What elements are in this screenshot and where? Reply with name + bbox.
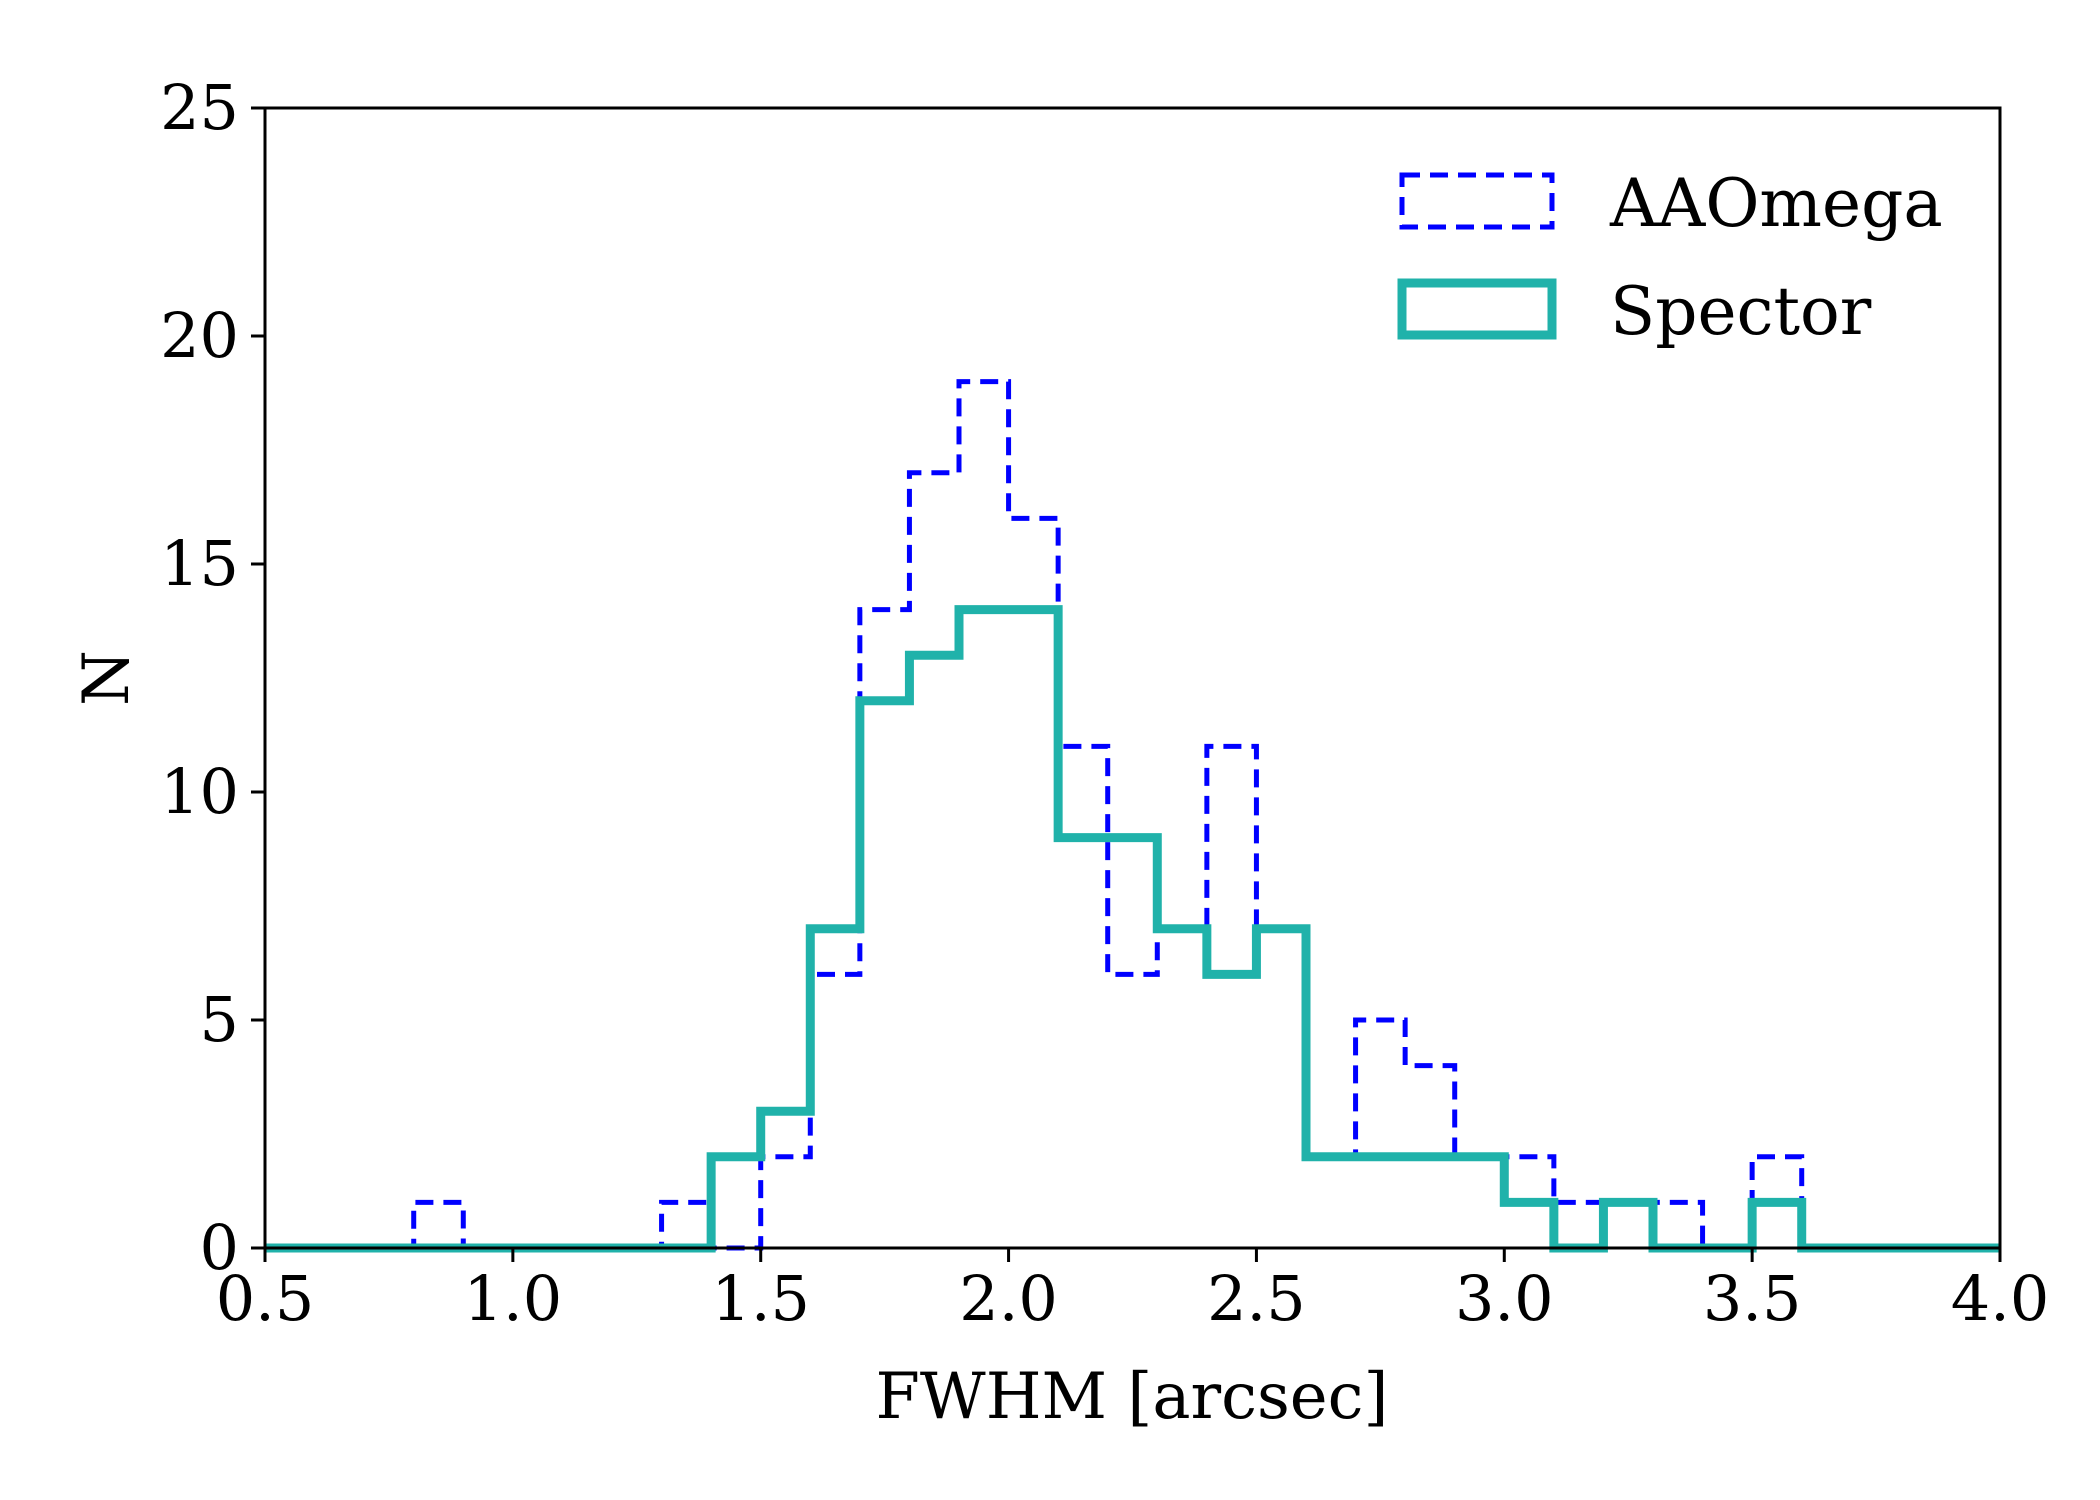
x-tick-label: 1.5 <box>711 1262 810 1335</box>
x-tick-label: 3.5 <box>1703 1262 1802 1335</box>
x-axis-label: FWHM [arcsec] <box>876 1360 1389 1434</box>
x-tick-label: 0.5 <box>216 1262 315 1335</box>
y-tick-label: 0 <box>200 1211 239 1284</box>
legend-label-spector: Spector <box>1610 273 1872 350</box>
x-tick-label: 1.0 <box>464 1262 563 1335</box>
legend-swatch-spector <box>1397 278 1557 340</box>
x-axis-ticks: 0.5 1.0 1.5 2.0 2.5 3.0 3.5 4.0 <box>216 1248 2050 1335</box>
y-axis-ticks: 0 5 10 15 20 25 <box>160 71 265 1284</box>
histogram-series-aaomega <box>265 379 2000 1251</box>
x-tick-label: 3.0 <box>1455 1262 1554 1335</box>
plot-frame <box>263 106 2002 1250</box>
legend-swatch-aaomega <box>1399 172 1555 230</box>
y-tick-label: 25 <box>160 71 239 144</box>
y-tick-label: 20 <box>160 299 239 372</box>
x-tick-label: 2.0 <box>959 1262 1058 1335</box>
histogram-series-spector <box>265 605 2000 1253</box>
x-tick-label: 2.5 <box>1207 1262 1306 1335</box>
y-tick-label: 10 <box>160 755 239 828</box>
y-tick-label: 15 <box>160 527 239 600</box>
y-axis-label: N <box>70 650 144 706</box>
legend-label-aaomega: AAOmega <box>1609 165 1943 242</box>
series-layer <box>265 379 2000 1253</box>
legend: AAOmega Spector <box>1397 165 1943 350</box>
y-tick-label: 5 <box>200 983 239 1056</box>
x-tick-label: 4.0 <box>1951 1262 2050 1335</box>
